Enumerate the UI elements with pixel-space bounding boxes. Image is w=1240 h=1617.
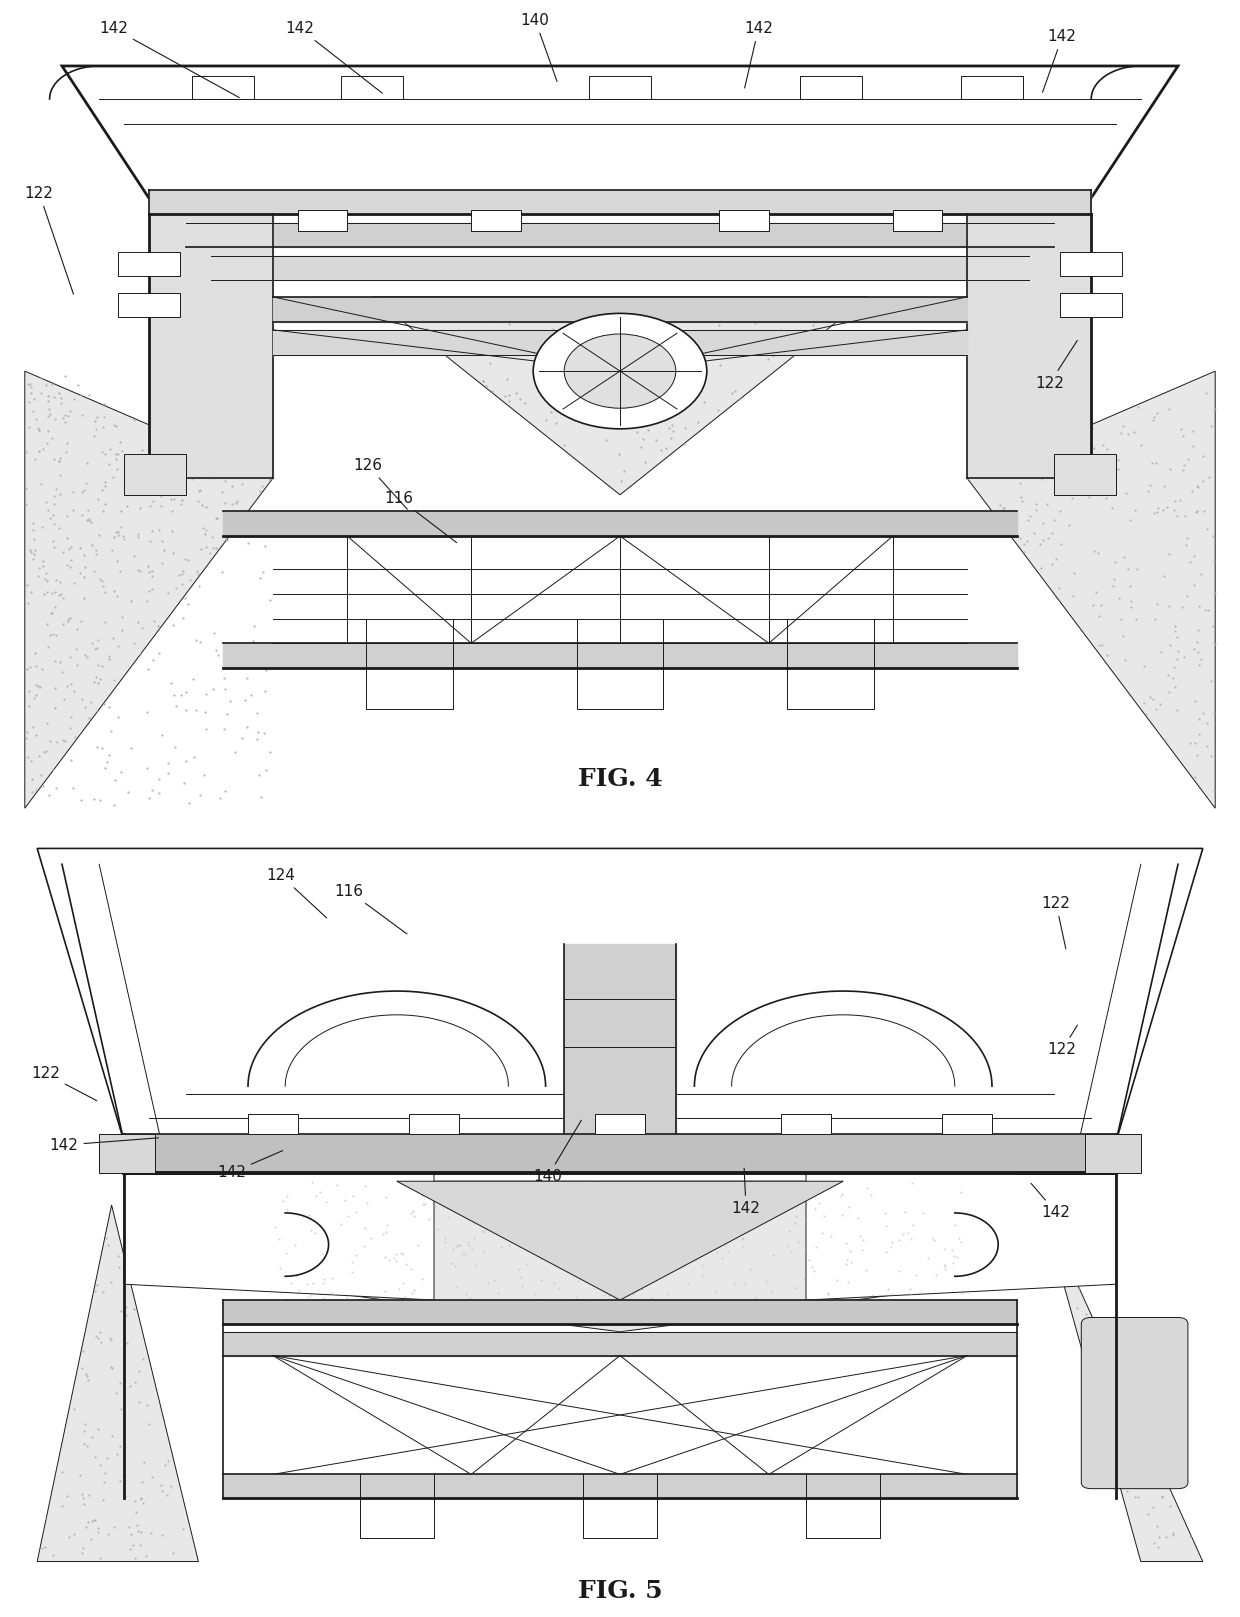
FancyBboxPatch shape — [341, 76, 403, 99]
FancyBboxPatch shape — [1081, 1318, 1188, 1489]
Text: 122: 122 — [1035, 341, 1078, 391]
Text: 142: 142 — [1030, 1184, 1070, 1219]
Text: 122: 122 — [25, 186, 73, 294]
Text: 124: 124 — [267, 868, 326, 918]
Text: 122: 122 — [31, 1066, 97, 1101]
FancyBboxPatch shape — [118, 293, 180, 317]
FancyBboxPatch shape — [1060, 293, 1122, 317]
Polygon shape — [124, 1174, 434, 1300]
Text: 142: 142 — [285, 21, 382, 94]
FancyBboxPatch shape — [1085, 1134, 1141, 1174]
Polygon shape — [37, 849, 1203, 1142]
FancyBboxPatch shape — [192, 76, 254, 99]
Text: 122: 122 — [1042, 896, 1070, 949]
FancyBboxPatch shape — [298, 210, 347, 231]
Polygon shape — [806, 1174, 1116, 1300]
FancyBboxPatch shape — [942, 1114, 992, 1134]
FancyBboxPatch shape — [1054, 453, 1116, 495]
Polygon shape — [1042, 1205, 1203, 1562]
Text: 142: 142 — [1043, 29, 1076, 92]
Text: 142: 142 — [744, 21, 773, 87]
Text: 142: 142 — [50, 1137, 159, 1153]
Text: 126: 126 — [353, 458, 407, 509]
FancyBboxPatch shape — [781, 1114, 831, 1134]
FancyBboxPatch shape — [893, 210, 942, 231]
FancyBboxPatch shape — [800, 76, 862, 99]
Circle shape — [564, 335, 676, 407]
Text: 116: 116 — [384, 492, 456, 543]
Text: FIG. 5: FIG. 5 — [578, 1578, 662, 1602]
Text: FIG. 4: FIG. 4 — [578, 768, 662, 791]
Polygon shape — [25, 370, 273, 808]
FancyBboxPatch shape — [961, 76, 1023, 99]
FancyBboxPatch shape — [99, 1134, 155, 1174]
Circle shape — [533, 314, 707, 429]
Text: 116: 116 — [335, 884, 407, 935]
FancyBboxPatch shape — [124, 453, 186, 495]
FancyBboxPatch shape — [595, 1114, 645, 1134]
FancyBboxPatch shape — [118, 252, 180, 277]
FancyBboxPatch shape — [409, 1114, 459, 1134]
Text: 142: 142 — [732, 1167, 760, 1216]
Text: 142: 142 — [217, 1151, 283, 1180]
Polygon shape — [62, 66, 1178, 197]
Text: 122: 122 — [1048, 1025, 1078, 1058]
Polygon shape — [37, 1205, 198, 1562]
FancyBboxPatch shape — [471, 210, 521, 231]
Text: 140: 140 — [521, 13, 557, 81]
Polygon shape — [372, 298, 868, 495]
FancyBboxPatch shape — [1060, 252, 1122, 277]
Polygon shape — [397, 1180, 843, 1300]
FancyBboxPatch shape — [589, 76, 651, 99]
Polygon shape — [967, 370, 1215, 808]
Text: 140: 140 — [533, 1121, 582, 1184]
Text: 142: 142 — [99, 21, 239, 97]
FancyBboxPatch shape — [248, 1114, 298, 1134]
FancyBboxPatch shape — [719, 210, 769, 231]
Polygon shape — [273, 1180, 967, 1332]
